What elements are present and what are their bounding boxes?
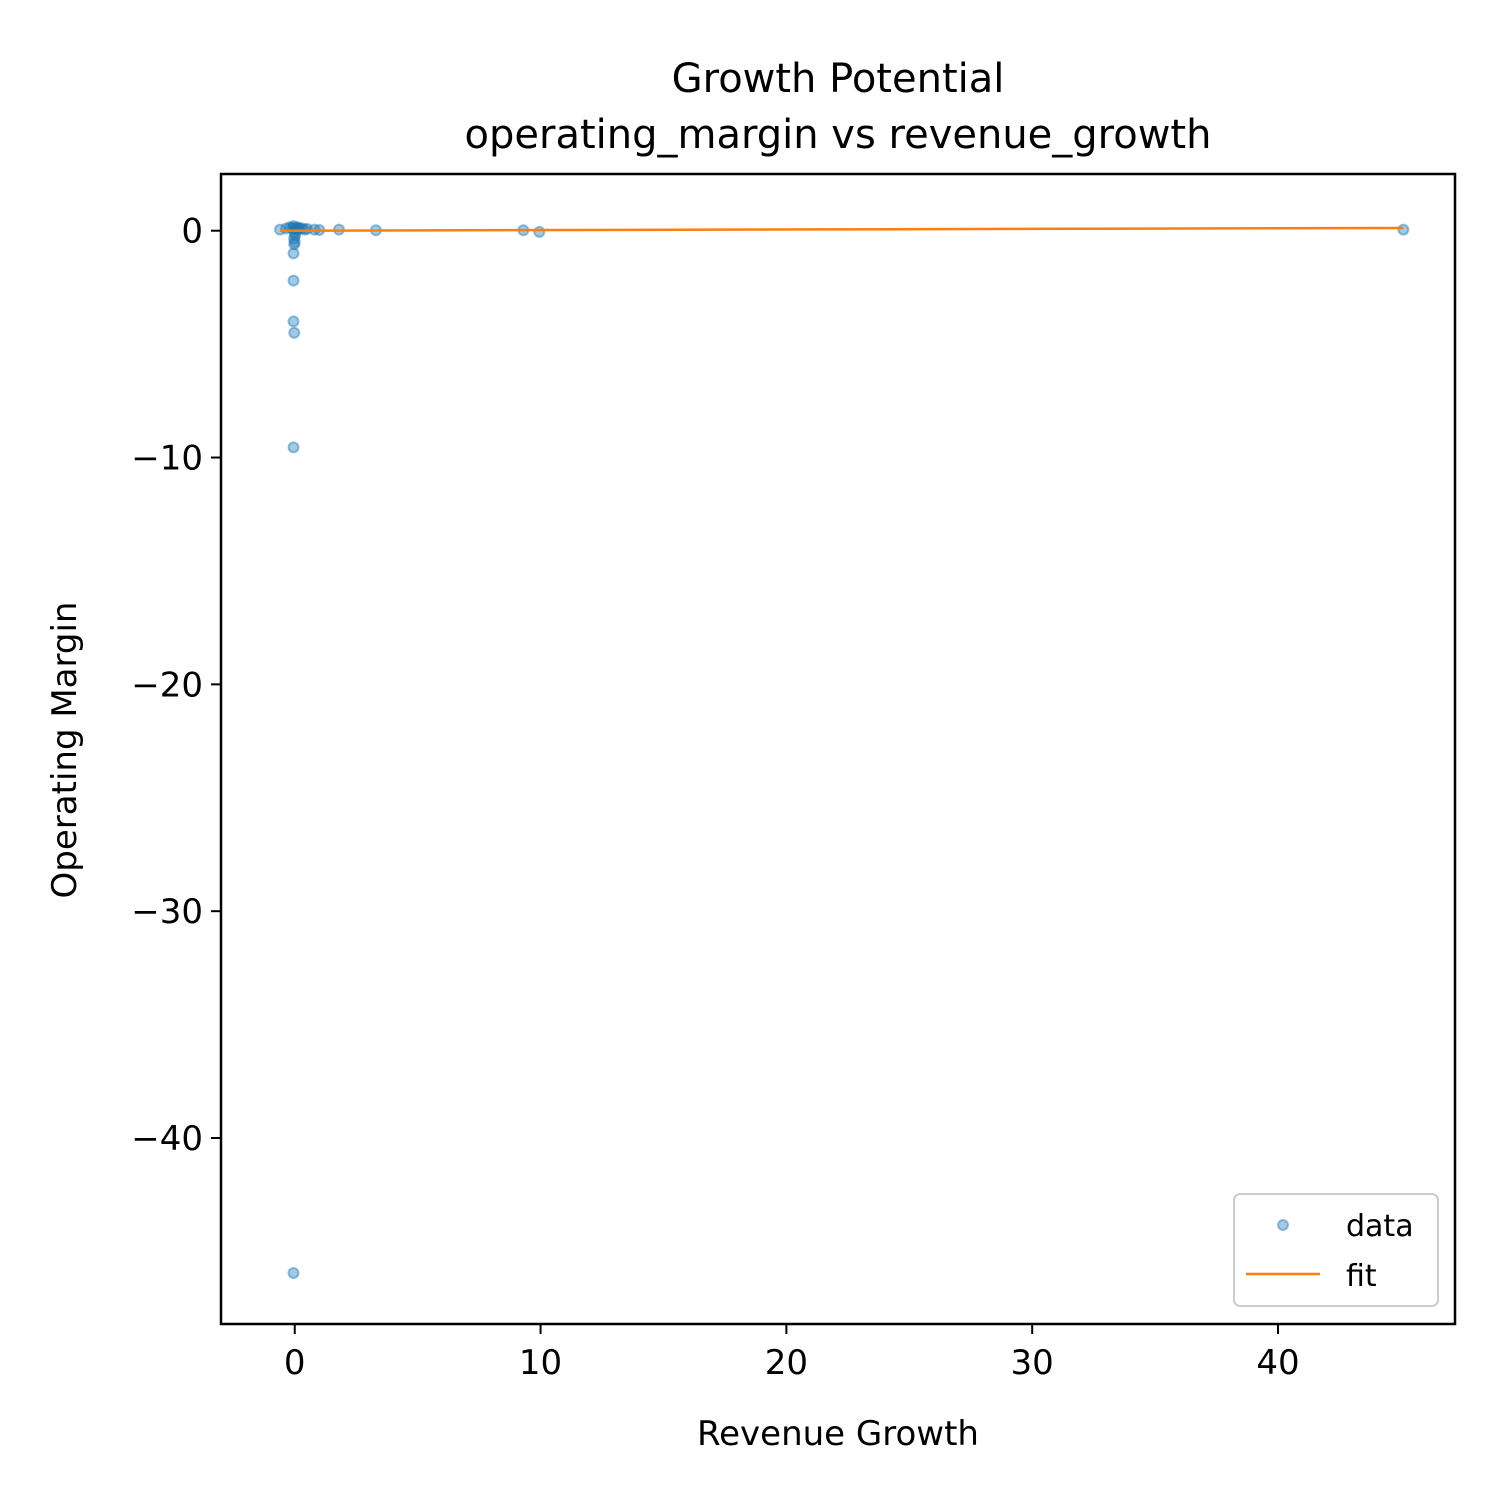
data-point-28: [288, 326, 301, 339]
x-tick-label-0: 0: [284, 1343, 306, 1383]
data-point-27: [287, 315, 300, 328]
chart-title: Growth Potential: [672, 56, 1005, 102]
legend: data fit: [1233, 1193, 1439, 1307]
x-axis-label: Revenue Growth: [697, 1414, 979, 1454]
fit-line: [279, 226, 1404, 232]
data-point-22: [288, 232, 301, 245]
data-point-23: [288, 236, 301, 249]
x-axis: 0 10 20 30 40: [284, 1324, 1300, 1383]
legend-fit-label: fit: [1346, 1259, 1377, 1294]
data-point-19: [1397, 223, 1410, 236]
y-tick-label--20: −20: [131, 665, 203, 705]
x-tick-label-30: 30: [1011, 1343, 1054, 1383]
x-tick-label-10: 10: [519, 1343, 562, 1383]
legend-data-marker: [1277, 1219, 1289, 1231]
y-tick-label--40: −40: [131, 1119, 203, 1159]
x-tick-label-40: 40: [1256, 1343, 1299, 1383]
data-point-26: [287, 274, 300, 287]
y-tick-label--30: −30: [131, 892, 203, 932]
y-tick-label-0: 0: [181, 212, 203, 252]
data-point-24: [288, 238, 301, 251]
data-point-29: [287, 441, 300, 454]
y-tick-label--10: −10: [131, 439, 203, 479]
chart-subtitle: operating_margin vs revenue_growth: [465, 112, 1212, 158]
plot-area: [273, 220, 1410, 1279]
legend-data-label: data: [1346, 1209, 1414, 1244]
data-point-30: [287, 1266, 300, 1279]
data-point-25: [287, 247, 300, 260]
plot-frame: [219, 172, 1457, 1326]
y-axis-label: Operating Margin: [45, 602, 85, 899]
data-point-18: [533, 225, 546, 238]
x-tick-label-20: 20: [765, 1343, 808, 1383]
y-axis: 0 −10 −20 −30 −40: [131, 212, 221, 1159]
legend-box: [1233, 1193, 1439, 1307]
